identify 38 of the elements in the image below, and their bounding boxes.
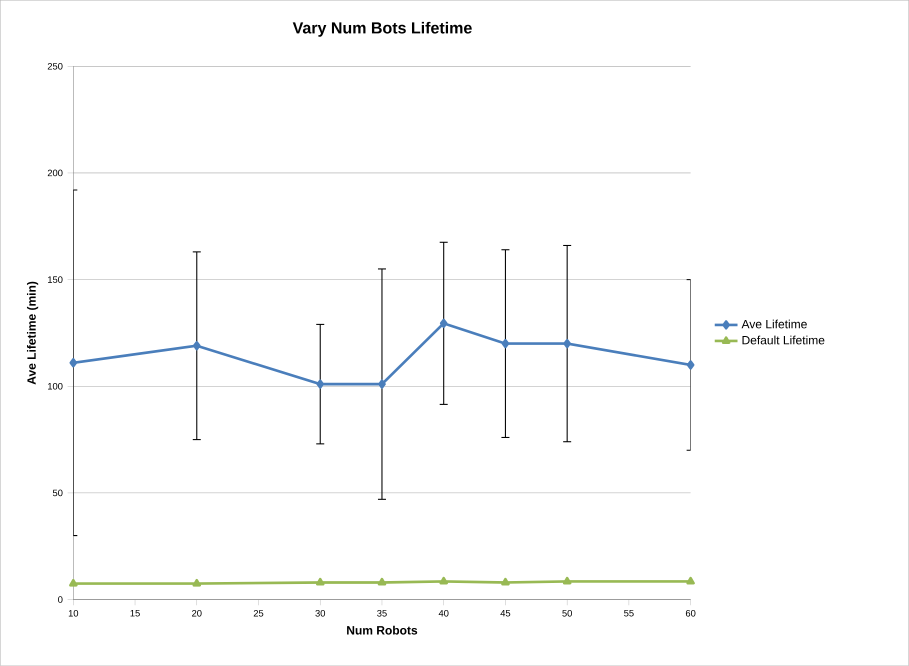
point	[69, 358, 78, 368]
y-axis-title: Ave Lifetime (min)	[26, 282, 38, 385]
point	[316, 578, 324, 586]
x-tick-label: 35	[377, 610, 387, 617]
x-tick-label: 15	[130, 610, 140, 617]
point	[316, 380, 324, 389]
point	[563, 338, 571, 348]
point	[686, 576, 695, 585]
x-axis-title: Num Robots	[347, 626, 418, 635]
y-tick-label: 100	[48, 383, 63, 390]
point	[192, 578, 201, 587]
x-tick-label: 60	[686, 610, 696, 617]
legend-label: Ave Lifetime	[742, 320, 807, 328]
y-tick-label: 150	[48, 276, 63, 283]
point	[562, 576, 572, 585]
x-tick-label: 45	[500, 610, 510, 617]
point	[502, 338, 510, 348]
x-tick-label: 50	[562, 610, 572, 617]
point	[439, 576, 448, 585]
y-tick-label: 0	[58, 596, 63, 603]
x-tick-label: 40	[438, 610, 449, 617]
x-tick-label: 10	[68, 610, 78, 617]
legend-label: Default Lifetime	[742, 336, 824, 344]
chart-title: Vary Num Bots Lifetime	[292, 22, 472, 37]
point	[686, 360, 694, 370]
point	[192, 341, 201, 350]
x-tick-label: 25	[254, 610, 264, 617]
y-tick-label: 200	[48, 170, 63, 176]
point	[378, 380, 386, 389]
x-tick-label: 20	[192, 610, 202, 617]
point	[501, 578, 510, 586]
y-tick-label: 50	[52, 490, 63, 496]
point	[378, 578, 386, 586]
x-tick-label: 55	[624, 610, 634, 617]
point	[440, 318, 448, 328]
x-tick-label: 30	[315, 610, 326, 617]
point	[69, 578, 78, 587]
y-tick-label: 250	[48, 63, 63, 70]
